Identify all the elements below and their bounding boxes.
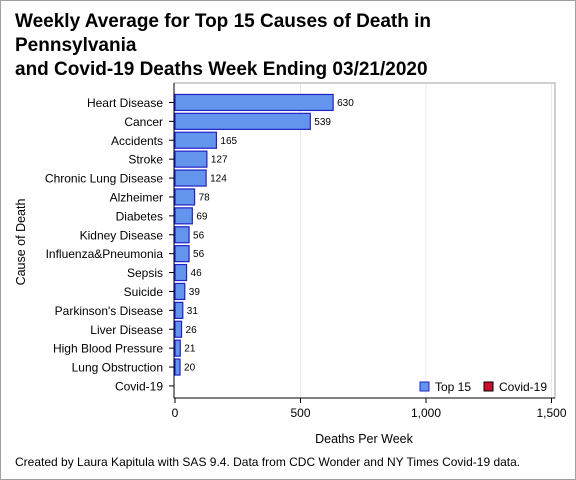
data-label-9: 46	[191, 268, 203, 279]
category-label-13: High Blood Pressure	[53, 342, 163, 356]
data-label-2: 165	[220, 136, 237, 147]
data-label-1: 539	[314, 117, 331, 128]
grid-lines	[300, 84, 552, 397]
category-label-0: Heart Disease	[87, 96, 163, 110]
legend-label-1: Covid-19	[499, 380, 547, 394]
data-label-5: 78	[199, 192, 211, 203]
bar-3	[174, 150, 208, 168]
legend-swatch-1	[483, 381, 494, 392]
category-label-8: Influenza&Pneumonia	[46, 247, 164, 261]
data-label-6: 69	[196, 211, 208, 222]
data-label-12: 26	[186, 325, 198, 336]
x-axis: 0 500 1,000 1,500	[172, 83, 567, 420]
category-label-7: Kidney Disease	[80, 228, 164, 242]
category-label-6: Diabetes	[116, 209, 163, 223]
data-labels: 630 539 165 127 124 78 69 56 56 46 39 31 26 21 20	[184, 98, 354, 374]
data-label-7: 56	[193, 230, 205, 241]
bar-4	[174, 169, 207, 187]
bar-12	[174, 320, 183, 338]
category-label-15: Covid-19	[115, 379, 163, 393]
bar-11	[174, 301, 184, 319]
bar-7	[174, 226, 190, 244]
bar-9	[174, 263, 188, 282]
category-label-14: Lung Obstruction	[72, 361, 163, 375]
plot-area-border	[173, 82, 556, 399]
category-label-11: Parkinson's Disease	[55, 304, 164, 318]
category-labels: Heart Disease Cancer Accidents Stroke Chroni…	[45, 96, 174, 393]
y-axis-label: Cause of Death	[14, 199, 28, 286]
bar-0	[174, 93, 334, 112]
category-label-4: Chronic Lung Disease	[45, 172, 163, 186]
x-axis-label: Deaths Per Week	[315, 432, 413, 446]
category-label-2: Accidents	[111, 134, 163, 148]
chart-title-line-2: Pennsylvania	[15, 35, 137, 56]
bar-10	[174, 282, 186, 301]
category-label-5: Alzheimer	[110, 190, 163, 204]
bar-5	[174, 188, 196, 206]
legend-label-0: Top 15	[435, 380, 471, 394]
data-label-8: 56	[193, 249, 205, 260]
bars	[174, 93, 334, 376]
x-tick-label-0: 0	[172, 406, 179, 420]
data-label-13: 21	[184, 344, 196, 355]
category-label-1: Cancer	[124, 115, 163, 129]
category-label-10: Suicide	[124, 285, 164, 299]
chart-title: Weekly Average for Top 15 Causes of Deat…	[15, 10, 555, 82]
data-label-0: 630	[337, 98, 354, 109]
chart-title-line-3: and Covid-19 Deaths Week Ending 03/21/20…	[15, 59, 428, 80]
bar-14	[174, 358, 181, 376]
x-tick-label-2: 1,000	[411, 406, 441, 420]
category-label-3: Stroke	[128, 153, 163, 167]
x-tick-label-1: 500	[290, 406, 310, 420]
footnote: Created by Laura Kapitula with SAS 9.4. …	[15, 455, 521, 469]
bar-1	[174, 112, 311, 130]
bar-13	[174, 339, 181, 357]
category-label-9: Sepsis	[127, 266, 163, 280]
bar-6	[174, 207, 193, 225]
data-label-11: 31	[187, 306, 199, 317]
chart-title-line-1: Weekly Average for Top 15 Causes of Deat…	[15, 11, 432, 32]
x-tick-label-3: 1,500	[536, 406, 566, 420]
legend-swatch-0	[419, 381, 430, 392]
data-label-3: 127	[211, 155, 228, 166]
bar-2	[174, 131, 218, 149]
bar-8	[174, 245, 190, 263]
data-label-14: 20	[184, 363, 196, 374]
data-label-4: 124	[210, 174, 227, 185]
data-label-10: 39	[189, 287, 201, 298]
legend: Top 15 Covid-19	[419, 380, 547, 394]
category-label-12: Liver Disease	[90, 323, 163, 337]
